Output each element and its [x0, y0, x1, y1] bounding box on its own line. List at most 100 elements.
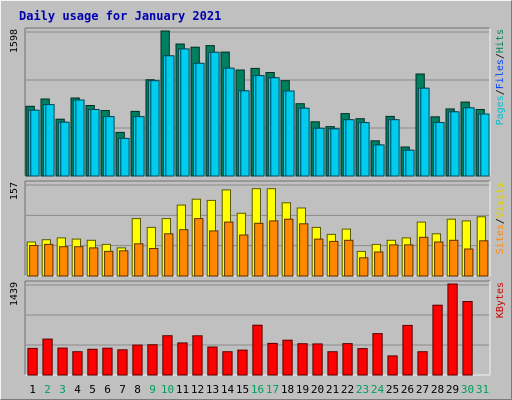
day-label: 17: [266, 383, 279, 396]
bar-pages-day-27: [420, 87, 430, 177]
bar-pages-day-17: [270, 77, 280, 177]
day-label: 4: [74, 383, 81, 396]
bar-sites-day-31: [479, 240, 489, 277]
legend-separator: /: [495, 89, 506, 95]
y-max-label: 157: [9, 182, 20, 200]
chart-title: Daily usage for January 2021: [19, 9, 221, 23]
bar-kbytes-day-26: [402, 324, 413, 376]
bar-kbytes-day-30: [462, 301, 473, 376]
y-max-label: 1439: [9, 282, 20, 306]
day-label: 23: [356, 383, 369, 396]
bar-kbytes-day-18: [282, 339, 293, 376]
bar-sites-day-9: [149, 248, 159, 277]
bar-sites-day-28: [434, 241, 444, 277]
bar-sites-day-24: [374, 251, 384, 277]
legend-separator: /: [495, 218, 506, 224]
bar-kbytes-day-5: [87, 348, 98, 376]
bar-sites-day-17: [269, 220, 279, 277]
bar-sites-day-6: [104, 250, 114, 277]
panel-kbytes: 1439 KBytes: [9, 280, 506, 376]
bar-sites-day-3: [59, 246, 69, 277]
day-label: 2: [44, 383, 51, 396]
bar-sites-day-23: [359, 257, 369, 277]
day-label: 18: [281, 383, 294, 396]
bar-pages-day-5: [90, 109, 100, 177]
bar-sites-day-27: [419, 236, 429, 277]
bar-kbytes-day-3: [57, 347, 68, 376]
bar-kbytes-day-23: [357, 348, 368, 376]
bar-pages-day-30: [465, 107, 475, 177]
bar-sites-day-30: [464, 248, 474, 277]
day-label: 15: [236, 383, 249, 396]
y-max-label: 1598: [9, 29, 20, 53]
bar-kbytes-day-12: [192, 335, 203, 376]
bar-pages-day-20: [315, 127, 325, 177]
bar-pages-day-12: [195, 62, 205, 177]
bar-sites-day-4: [74, 246, 84, 277]
bar-pages-day-7: [120, 137, 130, 177]
legend-kbytes: KBytes: [495, 282, 506, 318]
day-label: 7: [119, 383, 126, 396]
bar-pages-day-1: [30, 109, 40, 177]
bar-kbytes-day-15: [237, 349, 248, 376]
legend-entry-files: Files: [495, 59, 506, 89]
bar-kbytes-day-1: [27, 347, 38, 376]
bar-sites-day-25: [389, 244, 399, 277]
bar-sites-day-20: [314, 238, 324, 277]
bar-kbytes-day-13: [207, 346, 218, 376]
bar-kbytes-day-24: [372, 333, 383, 376]
day-label: 26: [401, 383, 414, 396]
day-label: 29: [446, 383, 459, 396]
bar-sites-day-7: [119, 250, 129, 277]
day-label: 11: [176, 383, 189, 396]
bar-kbytes-day-22: [342, 343, 353, 376]
bar-sites-day-10: [164, 233, 174, 277]
bar-sites-day-2: [44, 243, 54, 277]
day-label: 1: [29, 383, 36, 396]
day-label: 10: [161, 383, 174, 396]
bar-sites-day-12: [194, 218, 204, 277]
bar-sites-day-5: [89, 247, 99, 277]
legend-entry-pages: Pages: [495, 95, 506, 125]
bar-pages-day-6: [105, 116, 115, 177]
bar-pages-day-15: [240, 90, 250, 177]
bar-kbytes-day-27: [417, 351, 428, 376]
bar-sites-day-22: [344, 239, 354, 277]
bar-pages-day-14: [225, 67, 235, 177]
day-label: 14: [221, 383, 235, 396]
legend-hits-files-pages: Pages/Files/Hits: [495, 29, 506, 125]
day-label: 13: [206, 383, 219, 396]
bar-kbytes-day-14: [222, 351, 233, 376]
bar-pages-day-24: [375, 144, 385, 177]
bar-pages-day-16: [255, 75, 265, 177]
bar-sites-day-1: [29, 245, 39, 277]
day-label: 12: [191, 383, 204, 396]
legend-visits-sites: Sites/Visits: [495, 182, 506, 254]
bar-pages-day-29: [450, 111, 460, 177]
bar-pages-day-10: [165, 55, 175, 177]
bar-sites-day-15: [239, 234, 249, 277]
bar-pages-day-26: [405, 149, 415, 177]
bar-pages-day-8: [135, 116, 145, 177]
panel-visits-sites: 157 Sites/Visits: [9, 180, 506, 277]
bar-kbytes-day-2: [42, 338, 53, 376]
bar-kbytes-day-10: [162, 335, 173, 376]
legend-entry-kbytes: KBytes: [495, 282, 506, 318]
day-label: 22: [341, 383, 354, 396]
bar-kbytes-day-20: [312, 343, 323, 376]
bar-kbytes-day-25: [387, 355, 398, 376]
bar-kbytes-day-4: [72, 351, 83, 376]
bar-sites-day-16: [254, 222, 264, 277]
bar-sites-day-13: [209, 230, 219, 277]
bar-pages-day-23: [360, 122, 370, 177]
bar-pages-day-11: [180, 48, 190, 177]
day-label: 5: [89, 383, 96, 396]
bar-kbytes-day-21: [327, 351, 338, 376]
bar-kbytes-day-28: [432, 304, 443, 376]
day-label: 30: [461, 383, 474, 396]
bar-kbytes-day-11: [177, 342, 188, 376]
bar-pages-day-31: [480, 113, 490, 177]
legend-entry-hits: Hits: [495, 29, 506, 53]
day-label: 6: [104, 383, 111, 396]
